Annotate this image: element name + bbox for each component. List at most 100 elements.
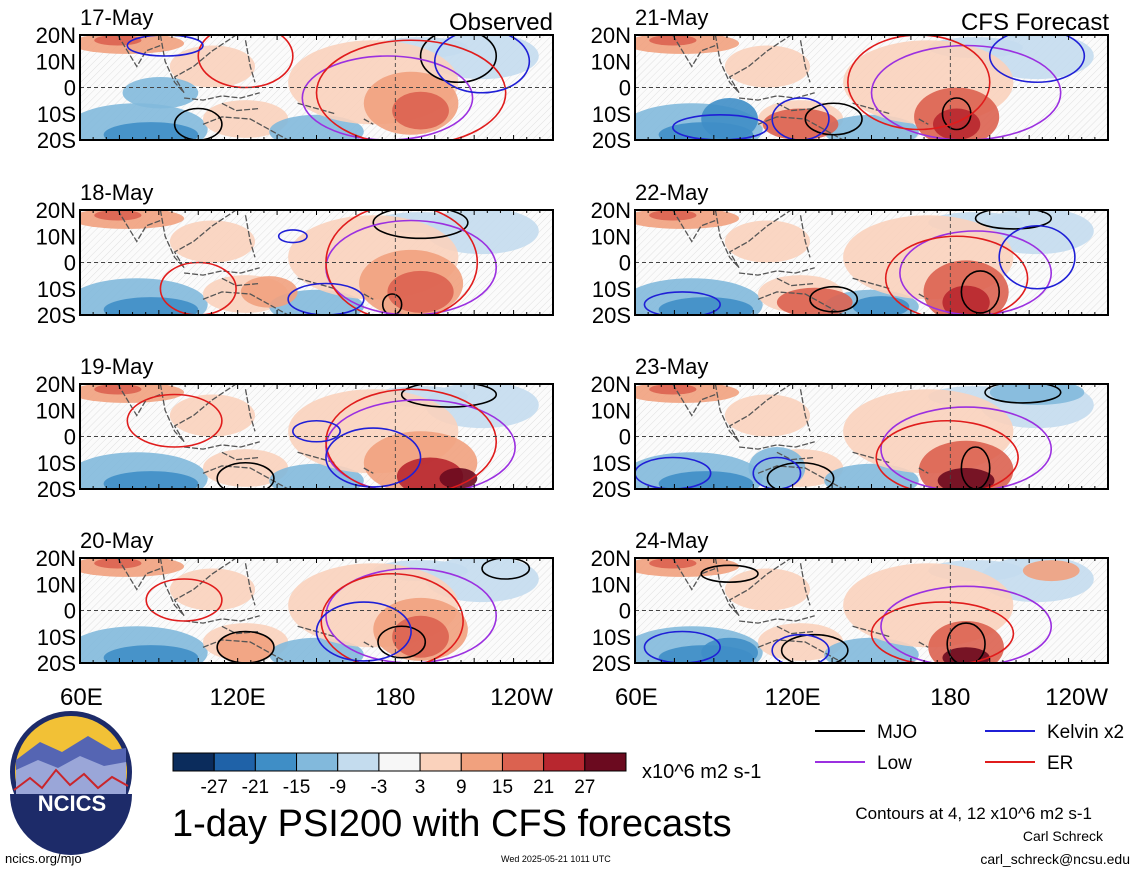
lat-tick-label: 20N [591, 546, 631, 571]
contour-er [315, 39, 507, 140]
contour-kelvin-x2 [635, 456, 712, 489]
lat-tick-label: 20N [36, 372, 76, 397]
field-blob [701, 98, 758, 140]
contour-mjo [766, 461, 835, 489]
field-blob [94, 558, 142, 569]
coastline [159, 210, 237, 269]
legend-label: ER [1047, 753, 1073, 774]
contour-mjo [419, 35, 498, 84]
chart-title: 1-day PSI200 with CFS forecasts [172, 803, 732, 845]
colorbar: -27 -21 -15 -9 -3 3 9 15 21 27 [172, 752, 627, 798]
contour-mjo [780, 633, 849, 663]
coastline [184, 267, 260, 276]
lat-tick-label: 0 [619, 76, 631, 101]
coastline [202, 465, 289, 489]
lat-tick-label: 10S [592, 277, 631, 302]
coastline [799, 389, 811, 432]
coastline [714, 35, 792, 94]
contour-mjo [960, 446, 991, 489]
coastline [757, 291, 844, 315]
forecast-heading: CFS Forecast [961, 9, 1109, 36]
coastline [244, 563, 256, 606]
contour-mjo [960, 270, 1001, 314]
x-tick-labels: 60E 120E 180 120W 60E 120E 180 120W [60, 684, 1108, 711]
logo-text: NCICS [38, 791, 106, 816]
lon-tick-label: 120W [490, 684, 553, 711]
panel-date: 19-May [80, 354, 153, 379]
colorbar-swatch [378, 752, 421, 772]
lat-tick-label: 0 [64, 251, 76, 276]
field-blob [942, 647, 990, 663]
coastline [297, 102, 336, 115]
lon-tick-label: 60E [615, 684, 658, 711]
colorbar-label: -15 [283, 777, 310, 798]
colorbar-label: 27 [574, 777, 595, 798]
lon-tick-label: 120E [765, 684, 821, 711]
coastline [776, 625, 815, 635]
legend-label: MJO [877, 722, 917, 743]
lat-tick-label: 20S [37, 303, 76, 328]
colorbar-label: 21 [533, 777, 554, 798]
contour-er [320, 572, 464, 663]
coastline [159, 35, 237, 94]
field-blob [942, 285, 990, 315]
lat-tick-label: 20N [591, 372, 631, 397]
contour-kelvin-x2 [998, 224, 1076, 290]
lat-tick-label: 0 [64, 76, 76, 101]
contour-er [159, 261, 237, 315]
lat-tick-label: 0 [64, 425, 76, 450]
coastline [918, 641, 929, 648]
field-shading [80, 384, 539, 489]
colorbar-swatch [501, 752, 545, 772]
contour-er [847, 35, 991, 131]
contour-low [880, 406, 1053, 489]
timestamp: Wed 2025-05-21 1011 UTC [501, 854, 611, 864]
lat-tick-label: 20S [592, 651, 631, 676]
contour-low [870, 44, 1062, 140]
contour-mjo [809, 285, 859, 313]
contour-kelvin-x2 [988, 35, 1086, 84]
coastline [918, 293, 929, 300]
coastline [799, 563, 811, 606]
panel-date: 24-May [635, 528, 708, 553]
lon-tick-label: 120E [210, 684, 266, 711]
coastline [117, 558, 161, 591]
field-blob [701, 637, 758, 663]
coastline [757, 639, 844, 663]
panel-date: 20-May [80, 528, 153, 553]
coastline [244, 215, 256, 258]
coastline [244, 40, 256, 83]
coastline [739, 615, 815, 624]
lat-tick-label: 20N [591, 198, 631, 223]
field-blob [169, 568, 256, 611]
site-link[interactable]: ncics.org/mjo [5, 851, 82, 866]
contour-mjo [804, 102, 863, 136]
lat-tick-label: 20N [36, 546, 76, 571]
colorbar-swatch [419, 752, 462, 772]
field-blob [724, 568, 811, 611]
field-blob [217, 631, 274, 663]
contour-mjo [372, 210, 469, 240]
field-blob [724, 394, 811, 437]
colorbar-label: -3 [370, 777, 387, 798]
contour-mjo [700, 564, 759, 583]
field-blob [649, 384, 697, 395]
panel-date: 23-May [635, 354, 708, 379]
field-blob [169, 45, 256, 88]
coastline [184, 615, 260, 624]
coastline [221, 102, 260, 112]
contour-mjo [216, 461, 275, 489]
colorbar-swatch [296, 752, 339, 772]
panel-date: 22-May [635, 180, 708, 205]
colorbar-label: 9 [456, 777, 467, 798]
field-blob [103, 297, 199, 315]
coastline [714, 558, 792, 617]
field-blob [94, 384, 142, 395]
